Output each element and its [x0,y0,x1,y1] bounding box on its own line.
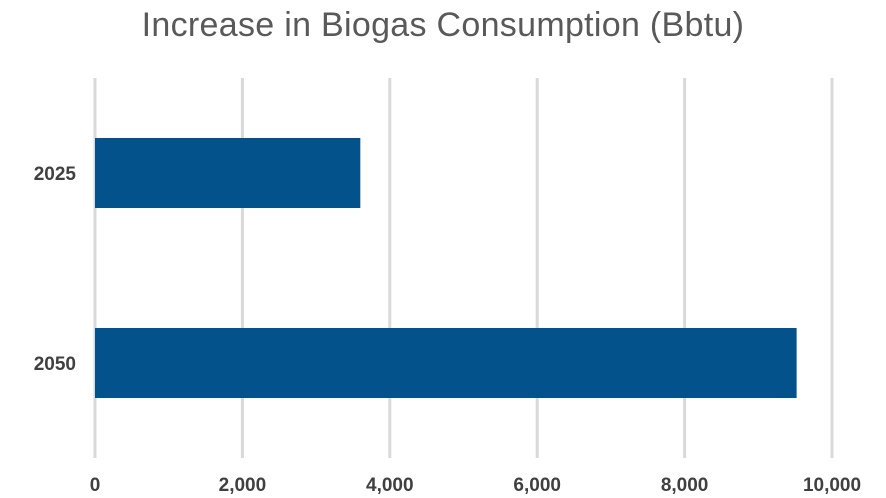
x-tick-label: 8,000 [661,475,709,496]
category-label-2025: 2025 [34,164,77,185]
bar-2050 [95,328,797,398]
chart-title: Increase in Biogas Consumption (Bbtu) [141,6,745,44]
x-tick-labels: 0 2,000 4,000 6,000 8,000 10,000 [90,475,861,496]
category-label-2050: 2050 [34,354,76,375]
category-labels: 2025 2050 [34,164,77,375]
x-tick-label: 6,000 [513,475,561,496]
x-tick-label: 4,000 [366,475,414,496]
x-tick-label: 2,000 [219,475,267,496]
bar-2025 [95,138,361,208]
gridlines [93,78,834,458]
x-tick-label: 10,000 [803,475,861,496]
x-tick-label: 0 [90,475,101,496]
bars [95,138,797,398]
